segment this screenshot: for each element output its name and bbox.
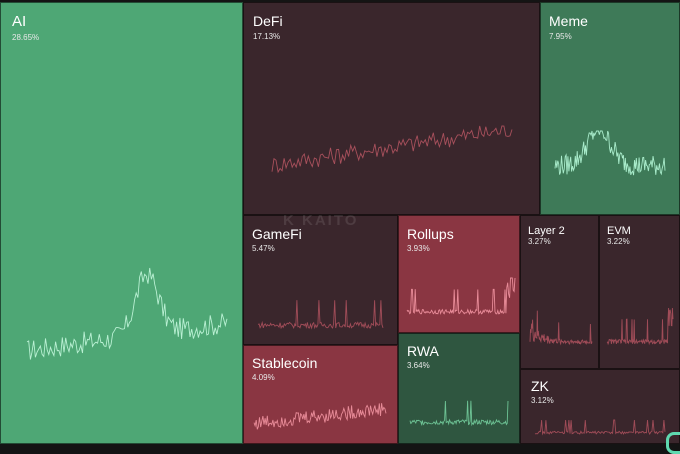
sector-name: Meme [549, 13, 588, 29]
sparkline [26, 267, 228, 360]
sparkline [409, 400, 509, 427]
sparkline-path [257, 300, 384, 330]
sector-share: 3.64% [407, 361, 430, 370]
tile-ai[interactable]: AI 28.65% [0, 2, 243, 444]
sparkline [253, 403, 387, 430]
sector-name: EVM [607, 225, 631, 237]
tile-defi[interactable]: DeFi 17.13% [243, 2, 540, 215]
sector-share: 3.22% [607, 237, 630, 246]
sector-name: Stablecoin [252, 355, 318, 371]
sector-share: 17.13% [253, 32, 281, 41]
sector-name: GameFi [252, 226, 302, 242]
sparkline [271, 125, 513, 174]
corner-logo-icon [666, 432, 680, 454]
sparkline-path [271, 125, 513, 174]
tile-zk[interactable]: ZK 3.12% [520, 369, 680, 444]
tile-layer2[interactable]: Layer 2 3.27% [520, 215, 599, 369]
tile-evm[interactable]: EVM 3.22% [599, 215, 680, 369]
tile-rollups[interactable]: Rollups 3.93% [398, 215, 520, 333]
sparkline [554, 130, 666, 176]
sparkline [534, 419, 666, 436]
sparkline [406, 277, 516, 316]
sector-share: 4.09% [252, 373, 275, 382]
sector-share: 7.95% [549, 32, 572, 41]
sparkline [257, 300, 384, 330]
sparkline-path [406, 277, 516, 316]
sector-name: Layer 2 [528, 225, 565, 237]
sector-name: Rollups [407, 226, 454, 242]
sparkline-path [529, 310, 593, 346]
tile-gamefi[interactable]: GameFi 5.47% [243, 215, 398, 345]
sector-share: 3.12% [531, 396, 554, 405]
sector-share: 3.27% [528, 237, 551, 246]
sector-name: RWA [407, 343, 439, 359]
sparkline [529, 310, 593, 346]
sector-name: DeFi [253, 13, 283, 29]
sparkline-path [26, 267, 228, 360]
sparkline-path [409, 400, 509, 427]
sparkline-path [253, 403, 387, 430]
tile-rwa[interactable]: RWA 3.64% [398, 333, 520, 444]
sector-name: AI [12, 13, 27, 30]
sector-share: 28.65% [12, 33, 40, 42]
tile-meme[interactable]: Meme 7.95% [540, 2, 680, 215]
sparkline-path [554, 130, 666, 176]
sector-share: 3.93% [407, 244, 430, 253]
sparkline [606, 307, 674, 346]
sparkline-path [534, 419, 666, 436]
sector-name: ZK [531, 378, 549, 394]
tile-stablecoin[interactable]: Stablecoin 4.09% [243, 345, 398, 444]
kaito-watermark: K KAITO [283, 212, 359, 229]
sparkline-path [606, 307, 674, 346]
sector-share: 5.47% [252, 244, 275, 253]
